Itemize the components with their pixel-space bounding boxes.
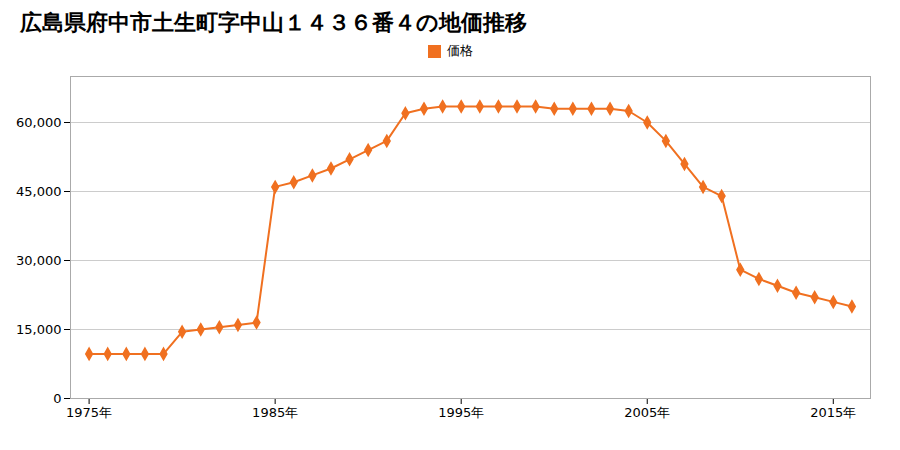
svg-text:1985年: 1985年 xyxy=(252,405,298,420)
html-text:広島県府中市土生町字中山１４３６番４の地価推移: 広島県府中市土生町字中山１４３６番４の地価推移 xyxy=(20,10,527,35)
html-text:価格: 価格 xyxy=(446,43,473,58)
svg-text:1995年: 1995年 xyxy=(438,405,484,420)
svg-text:0: 0 xyxy=(53,391,61,406)
svg-text:2005年: 2005年 xyxy=(624,405,670,420)
svg-text:2015年: 2015年 xyxy=(810,405,856,420)
svg-text:45,000: 45,000 xyxy=(16,184,62,199)
svg-text:1975年: 1975年 xyxy=(66,405,112,420)
svg-text:30,000: 30,000 xyxy=(16,253,62,268)
svg-text:60,000: 60,000 xyxy=(16,115,62,130)
svg-text:15,000: 15,000 xyxy=(16,322,62,337)
